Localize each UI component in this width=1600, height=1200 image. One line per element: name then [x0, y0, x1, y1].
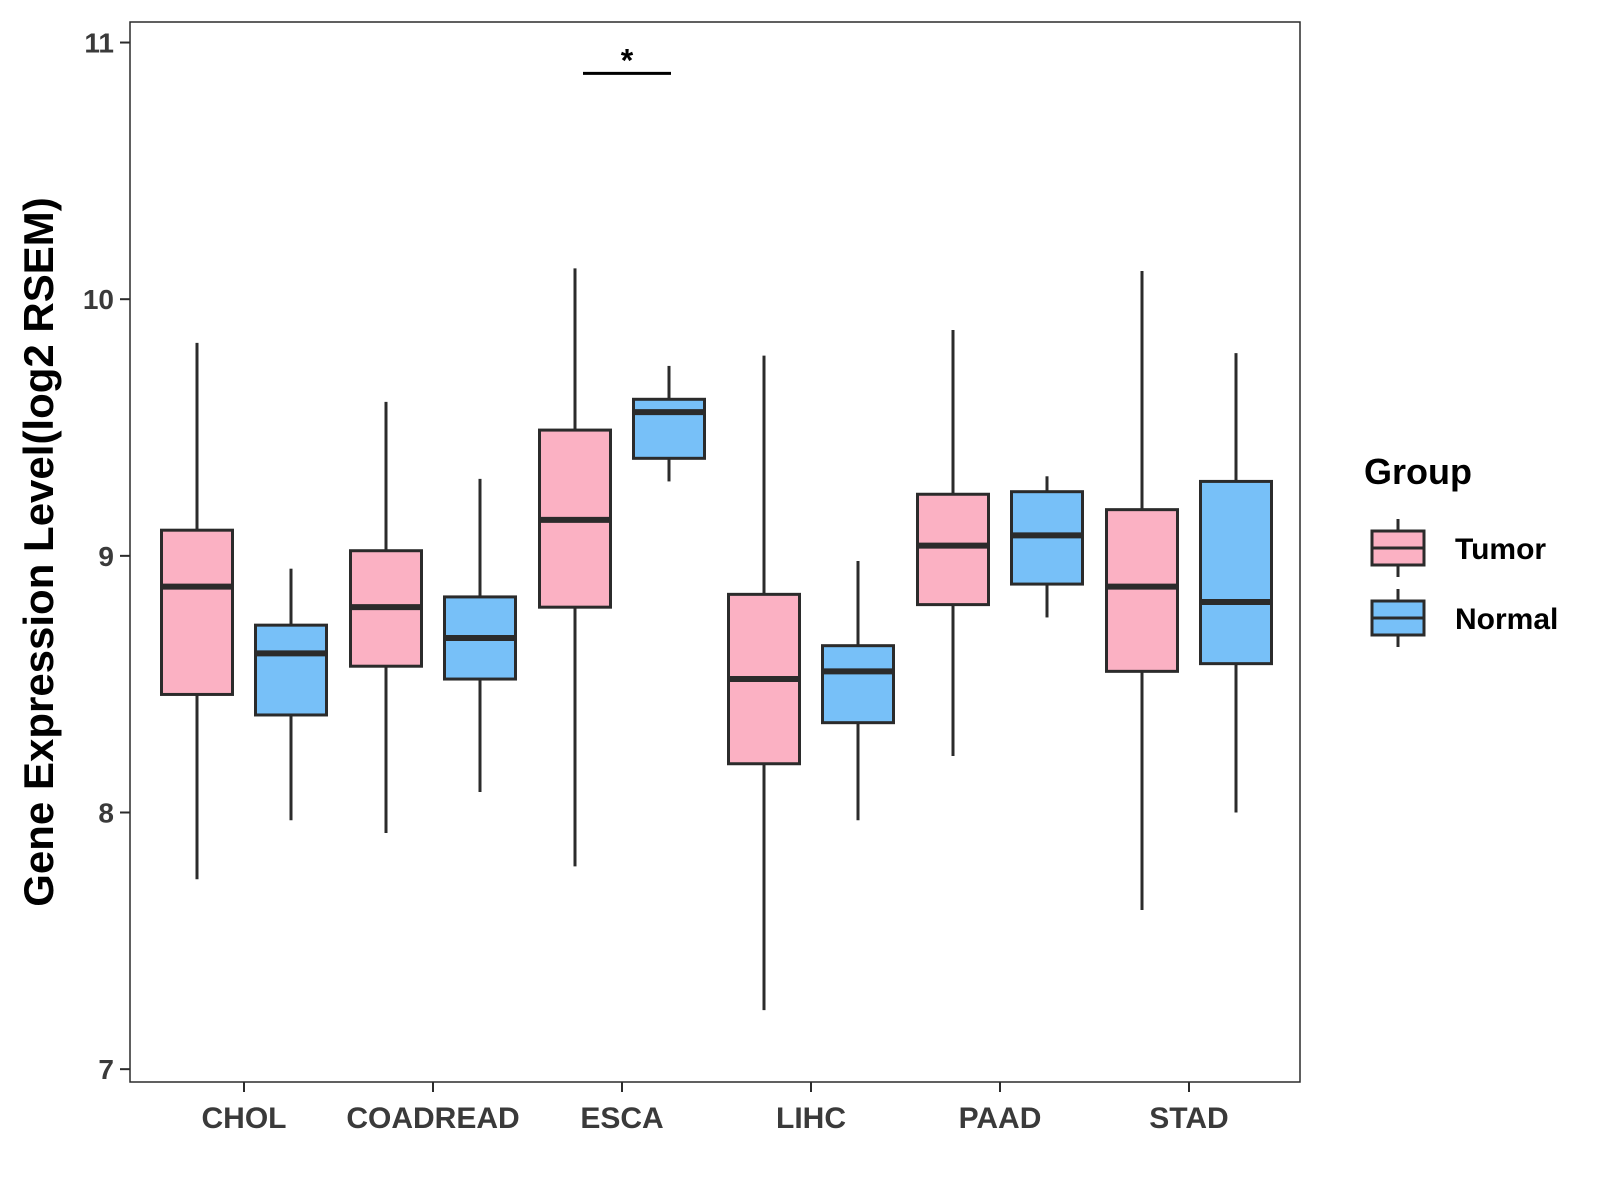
legend: Group Tumor Normal [1364, 451, 1558, 647]
box-iqr [632, 397, 706, 460]
legend-entry-normal: Normal [1370, 589, 1558, 647]
box-normal-coadread [443, 478, 517, 792]
y-tick-label: 9 [98, 541, 114, 572]
legend-entry-tumor: Tumor [1370, 519, 1546, 577]
box-normal-lihc [821, 560, 895, 821]
y-tick-label: 7 [98, 1054, 114, 1085]
legend-title: Group [1364, 451, 1472, 492]
y-tick-label: 11 [84, 28, 114, 59]
x-tick-label: PAAD [959, 1102, 1042, 1135]
legend-label: Normal [1455, 603, 1558, 636]
box-tumor-stad [1105, 270, 1179, 911]
y-tick-label: 10 [83, 284, 114, 315]
box-tumor-chol [160, 342, 234, 880]
box-iqr [1199, 479, 1273, 666]
x-tick-label: STAD [1149, 1102, 1228, 1135]
significance-label: * [621, 42, 634, 78]
box-iqr [254, 623, 328, 717]
x-tick-label: LIHC [776, 1102, 846, 1135]
box-tumor-lihc [727, 355, 801, 1011]
y-tick-label: 8 [98, 798, 114, 829]
plot-marks [160, 268, 1273, 1011]
x-axis: CHOL COADREAD ESCA LIHC PAAD STAD [202, 1082, 1229, 1135]
x-tick-label: COADREAD [346, 1102, 519, 1135]
box-iqr [821, 644, 895, 725]
x-tick-label: ESCA [580, 1102, 663, 1135]
box-tumor-paad [916, 329, 990, 757]
plot-panel-border [129, 21, 1301, 1083]
significance-annotations: * [583, 42, 671, 78]
box-normal-chol [254, 568, 328, 821]
box-normal-paad [1010, 476, 1084, 618]
box-normal-stad [1199, 353, 1273, 813]
box-iqr [916, 492, 990, 607]
legend-label: Tumor [1455, 533, 1546, 566]
box-iqr [160, 528, 234, 696]
box-iqr [1105, 508, 1179, 673]
box-tumor-coadread [349, 401, 423, 834]
box-normal-esca [632, 365, 706, 482]
y-axis: 7 8 9 10 11 [83, 28, 130, 1085]
x-tick-label: CHOL [202, 1102, 287, 1135]
y-axis-title: Gene Expression Level(log2 RSEM) [15, 197, 62, 907]
box-tumor-esca [538, 268, 612, 867]
